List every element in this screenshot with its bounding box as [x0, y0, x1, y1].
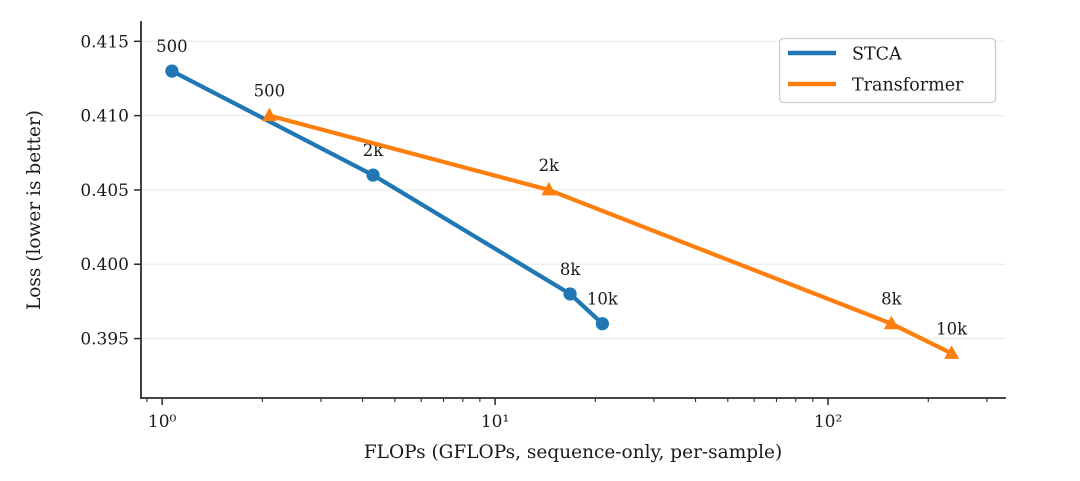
transformer-point-2k: [541, 181, 557, 196]
stca-point-2k: [366, 168, 380, 182]
y-tick-label: 0.415: [80, 32, 129, 52]
legend: STCA Transformer: [778, 37, 997, 104]
stca-point-label-10k: 10k: [587, 290, 619, 309]
transformer-line: [267, 113, 954, 356]
x-tick-label: 10²: [814, 412, 842, 432]
stca-point-label-8k: 8k: [560, 260, 581, 279]
y-tick-label: 0.400: [80, 255, 129, 275]
x-tick-label: 10¹: [481, 412, 509, 432]
legend-item-stca: STCA: [788, 45, 902, 65]
transformer-point-10k: [944, 345, 960, 359]
y-tick-label: 0.395: [80, 330, 129, 350]
transformer-point-label-10k: 10k: [936, 319, 968, 338]
transformer-point-500: [261, 107, 277, 122]
y-tick-label: 0.410: [80, 107, 129, 127]
stca-point-10k: [595, 317, 609, 331]
stca-line: [169, 68, 605, 326]
y-axis-label: Loss (lower is better): [24, 110, 45, 310]
stca-point-8k: [563, 287, 577, 301]
transformer-point-label-2k: 2k: [539, 156, 560, 175]
stca-point-label-500: 500: [156, 37, 188, 56]
transformer-legend-label: Transformer: [852, 76, 964, 96]
legend-item-transformer: Transformer: [788, 76, 964, 96]
transformer-point-8k: [883, 315, 899, 330]
stca-legend-label: STCA: [852, 45, 902, 65]
transformer-point-label-8k: 8k: [881, 290, 902, 309]
axes-layer: 10⁰ 10¹ 10² 0.395 0.400 0.405 0.410 0.415: [80, 21, 1006, 432]
gridlines-layer: [141, 40, 1005, 340]
stca-point-500: [165, 64, 179, 78]
x-axis-label: FLOPs (GFLOPs, sequence-only, per-sample…: [364, 442, 782, 463]
y-tick-label: 0.405: [80, 181, 129, 201]
x-tick-label: 10⁰: [148, 412, 177, 432]
transformer-point-label-500: 500: [254, 82, 286, 101]
